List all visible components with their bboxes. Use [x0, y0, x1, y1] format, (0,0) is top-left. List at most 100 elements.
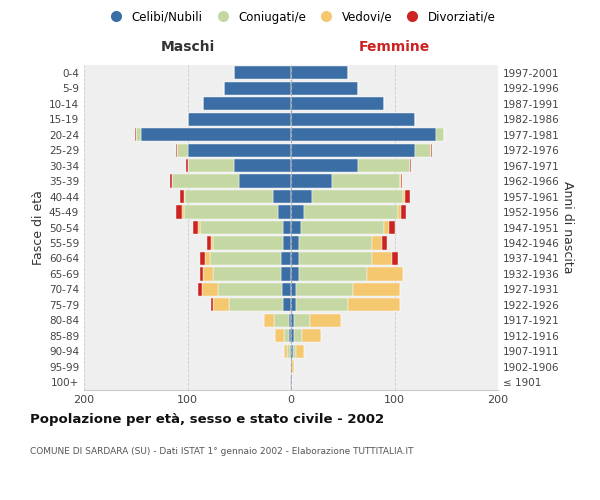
Bar: [284, 344, 287, 358]
Bar: [302, 330, 321, 342]
Bar: [367, 268, 403, 280]
Bar: [401, 174, 402, 188]
Bar: [293, 344, 296, 358]
Bar: [291, 221, 301, 234]
Bar: [405, 190, 410, 203]
Bar: [203, 97, 291, 110]
Bar: [184, 206, 278, 218]
Bar: [299, 252, 372, 265]
Bar: [401, 206, 406, 218]
Bar: [180, 190, 184, 203]
Bar: [332, 174, 400, 188]
Bar: [284, 330, 289, 342]
Bar: [234, 159, 291, 172]
Bar: [436, 128, 444, 141]
Bar: [202, 283, 218, 296]
Bar: [136, 128, 141, 141]
Bar: [187, 159, 234, 172]
Bar: [398, 206, 401, 218]
Bar: [198, 221, 200, 234]
Bar: [214, 298, 229, 312]
Text: Popolazione per età, sesso e stato civile - 2002: Popolazione per età, sesso e stato civil…: [30, 412, 384, 426]
Y-axis label: Anni di nascita: Anni di nascita: [560, 181, 574, 274]
Bar: [353, 283, 400, 296]
Bar: [289, 314, 291, 327]
Bar: [291, 128, 436, 141]
Bar: [200, 221, 283, 234]
Bar: [234, 66, 291, 80]
Bar: [382, 236, 387, 250]
Bar: [291, 344, 293, 358]
Bar: [403, 190, 405, 203]
Bar: [291, 298, 296, 312]
Bar: [283, 221, 291, 234]
Bar: [294, 330, 302, 342]
Bar: [239, 174, 291, 188]
Bar: [372, 236, 382, 250]
Bar: [310, 314, 341, 327]
Bar: [287, 344, 290, 358]
Bar: [290, 376, 291, 389]
Bar: [177, 144, 187, 156]
Bar: [304, 206, 398, 218]
Bar: [281, 252, 291, 265]
Bar: [301, 221, 384, 234]
Text: COMUNE DI SARDARA (SU) - Dati ISTAT 1° gennaio 2002 - Elaborazione TUTTITALIA.IT: COMUNE DI SARDARA (SU) - Dati ISTAT 1° g…: [30, 448, 413, 456]
Bar: [229, 298, 283, 312]
Bar: [283, 298, 291, 312]
Bar: [185, 190, 274, 203]
Bar: [200, 268, 203, 280]
Bar: [291, 330, 294, 342]
Bar: [291, 97, 384, 110]
Bar: [224, 82, 291, 95]
Bar: [290, 344, 291, 358]
Legend: Celibi/Nubili, Coniugati/e, Vedovi/e, Divorziati/e: Celibi/Nubili, Coniugati/e, Vedovi/e, Di…: [100, 6, 500, 28]
Bar: [294, 314, 310, 327]
Bar: [135, 128, 136, 141]
Bar: [214, 268, 281, 280]
Bar: [296, 298, 348, 312]
Bar: [184, 190, 185, 203]
Bar: [283, 236, 291, 250]
Bar: [218, 283, 281, 296]
Bar: [291, 206, 304, 218]
Bar: [187, 112, 291, 126]
Bar: [291, 252, 299, 265]
Bar: [141, 128, 291, 141]
Bar: [358, 159, 410, 172]
Y-axis label: Fasce di età: Fasce di età: [32, 190, 45, 265]
Bar: [274, 190, 291, 203]
Bar: [198, 283, 202, 296]
Bar: [193, 221, 198, 234]
Bar: [214, 236, 283, 250]
Bar: [299, 236, 372, 250]
Bar: [291, 268, 299, 280]
Bar: [291, 112, 415, 126]
Bar: [392, 252, 398, 265]
Bar: [200, 252, 205, 265]
Bar: [291, 314, 294, 327]
Bar: [296, 344, 304, 358]
Bar: [210, 252, 281, 265]
Bar: [291, 376, 292, 389]
Bar: [291, 190, 312, 203]
Bar: [182, 206, 184, 218]
Bar: [278, 206, 291, 218]
Bar: [176, 144, 177, 156]
Bar: [290, 360, 291, 374]
Bar: [348, 298, 400, 312]
Bar: [410, 159, 411, 172]
Bar: [400, 174, 401, 188]
Bar: [372, 252, 392, 265]
Bar: [170, 174, 172, 188]
Text: Maschi: Maschi: [160, 40, 215, 54]
Bar: [291, 236, 299, 250]
Bar: [384, 221, 389, 234]
Bar: [187, 144, 291, 156]
Bar: [296, 283, 353, 296]
Bar: [291, 159, 358, 172]
Text: Femmine: Femmine: [359, 40, 430, 54]
Bar: [275, 330, 284, 342]
Bar: [312, 190, 403, 203]
Bar: [431, 144, 432, 156]
